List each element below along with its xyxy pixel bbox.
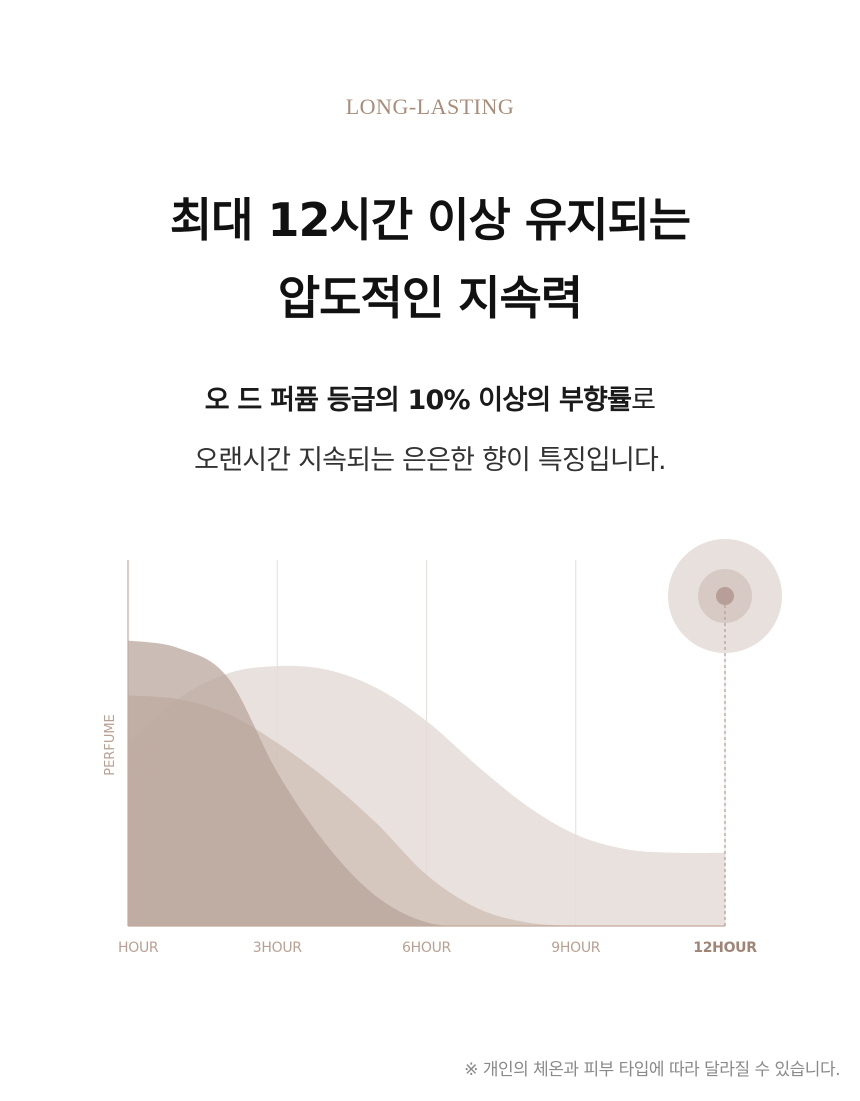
x-tick-label: 9HOUR: [551, 940, 601, 956]
page-title-line-1: 최대 12시간 이상 유지되는: [169, 193, 691, 247]
y-axis-label: PERFUME: [103, 714, 118, 776]
x-tick-label: HOUR: [118, 940, 159, 956]
area-series-1: [128, 640, 576, 927]
section-eyebrow: LONG-LASTING: [345, 94, 515, 119]
longevity-chart: PERFUME HOUR 3HOUR 6HOUR 9HOUR 12HOUR: [103, 539, 782, 956]
x-tick-label: 3HOUR: [253, 940, 303, 956]
page-title-line-2: 압도적인 지속력: [277, 271, 583, 325]
x-tick-label: 12HOUR: [693, 940, 757, 956]
footnote: ※ 개인의 체온과 피부 타입에 따라 달라질 수 있습니다.: [464, 1060, 840, 1080]
highlight-marker: [668, 539, 782, 926]
description-line-1: 오 드 퍼퓸 등급의 10% 이상의 부향률로: [0, 378, 860, 417]
x-tick-labels: HOUR 3HOUR 6HOUR 9HOUR 12HOUR: [118, 940, 758, 956]
x-tick-label: 6HOUR: [402, 940, 452, 956]
description-suffix: 로: [631, 385, 656, 416]
area-series-group: [128, 640, 725, 927]
description-emphasis: 오 드 퍼퓸 등급의 10% 이상의 부향률: [204, 385, 632, 416]
axes: [127, 560, 725, 927]
description-line-2: 오랜시간 지속되는 은은한 향이 특징입니다.: [194, 445, 666, 476]
marker-dot: [716, 587, 734, 605]
